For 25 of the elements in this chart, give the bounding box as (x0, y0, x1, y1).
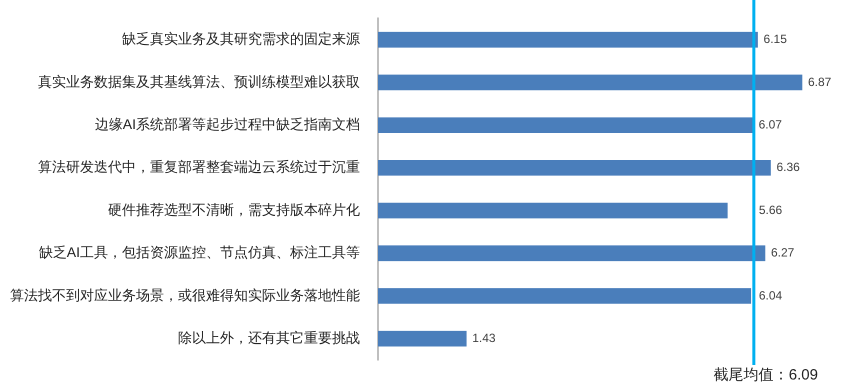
bar (378, 330, 467, 346)
y-tick-label: 缺乏AI工具，包括资源监控、节点仿真、标注工具等 (38, 244, 360, 260)
y-tick-label: 边缘AI系统部署等起步过程中缺乏指南文档 (94, 116, 360, 132)
bar (378, 117, 753, 133)
y-tick-label: 除以上外，还有其它重要挑战 (178, 330, 360, 346)
bar (378, 245, 766, 262)
data-label: 1.43 (472, 330, 496, 345)
bar (378, 32, 758, 48)
bar (378, 288, 752, 304)
data-label: 6.15 (764, 32, 788, 46)
data-label: 6.87 (808, 74, 832, 89)
data-label: 6.27 (770, 246, 795, 260)
y-tick-label: 算法研发迭代中，重复部署整套端边云系统过于沉重 (38, 158, 360, 175)
ref-line-label: 截尾均值：6.09 (714, 366, 818, 384)
data-label: 6.07 (758, 117, 782, 132)
bar (378, 74, 802, 90)
y-tick-label: 硬件推荐选型不清晰，需支持版本碎片化 (108, 201, 360, 218)
data-label: 6.04 (758, 288, 783, 302)
bar (378, 160, 771, 176)
y-tick-label: 缺乏真实业务及其研究需求的固定来源 (122, 30, 360, 47)
y-tick-label: 真实业务数据集及其基线算法、预训练模型难以获取 (38, 73, 360, 90)
data-label: 6.36 (776, 160, 800, 174)
bar (378, 202, 728, 218)
data-label: 5.66 (758, 202, 783, 217)
y-tick-label: 算法找不到对应业务场景，或很难得知实际业务落地性能 (10, 286, 360, 303)
